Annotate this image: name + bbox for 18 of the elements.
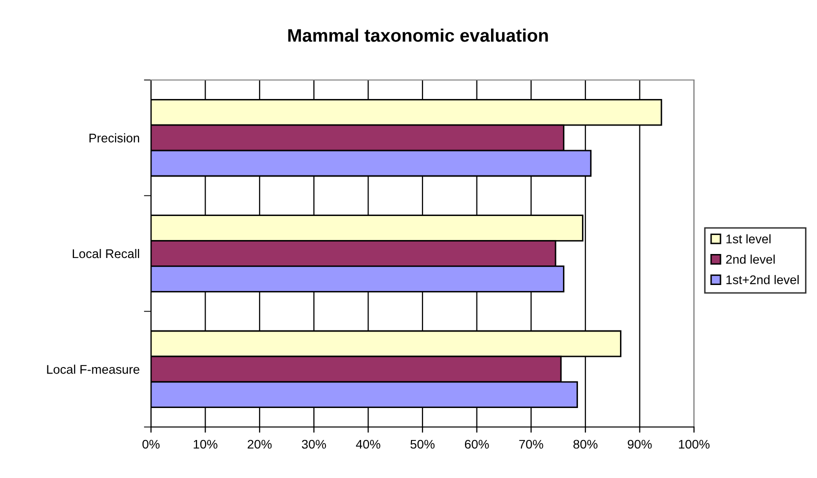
legend-label: 2nd level bbox=[726, 254, 775, 264]
x-tick-label: 60% bbox=[464, 440, 489, 449]
x-tick-label: 70% bbox=[519, 440, 544, 449]
legend-label: 1st level bbox=[726, 234, 771, 244]
legend-label: 1st+2nd level bbox=[726, 275, 799, 284]
y-tick-label: Precision bbox=[90, 133, 140, 142]
y-tick-label: Local F-measure bbox=[47, 364, 140, 374]
x-tick-label: 30% bbox=[302, 440, 326, 449]
y-tick-label: Local Recall bbox=[72, 248, 140, 258]
x-tick-label: 0% bbox=[142, 440, 160, 449]
x-tick-label: 40% bbox=[356, 440, 380, 449]
x-tick-label: 80% bbox=[573, 440, 598, 449]
x-tick-label: 10% bbox=[194, 440, 218, 449]
x-tick-label: 50% bbox=[410, 440, 435, 449]
x-tick-label: 20% bbox=[248, 440, 272, 449]
x-tick-label: 100% bbox=[678, 440, 710, 449]
x-tick-label: 90% bbox=[628, 440, 652, 449]
chart-title: Mammal taxonomic evaluation bbox=[288, 28, 548, 42]
